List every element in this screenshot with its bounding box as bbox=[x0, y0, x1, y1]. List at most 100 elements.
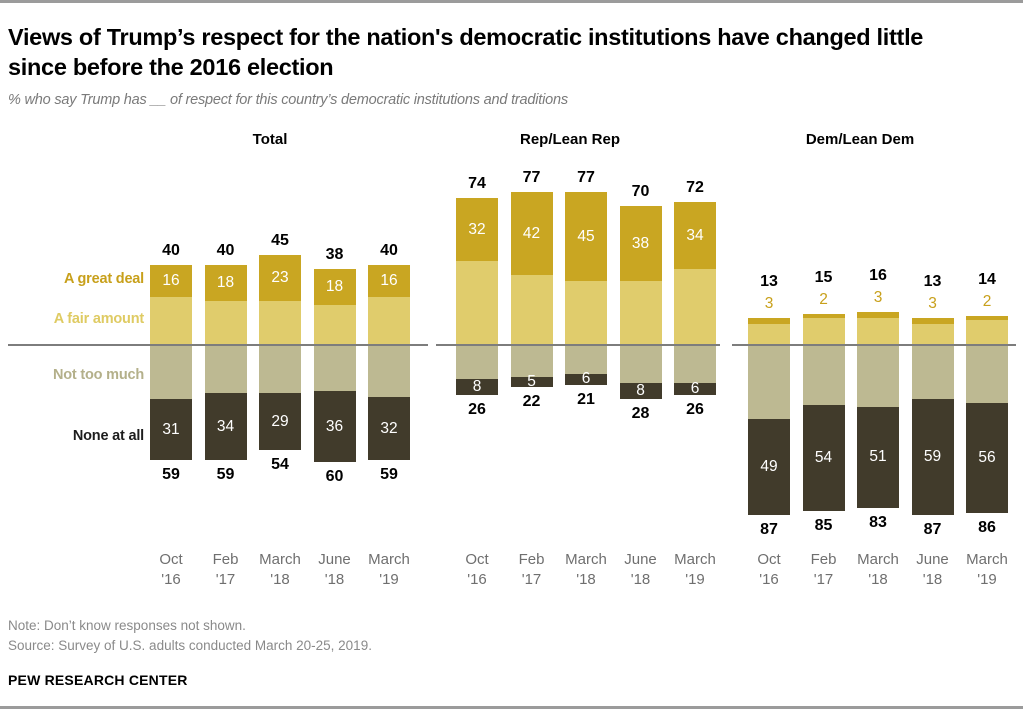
bar-value-great-deal: 42 bbox=[522, 224, 541, 242]
footer-org: PEW RESEARCH CENTER bbox=[8, 672, 188, 688]
bar-value-great-deal: 16 bbox=[162, 271, 180, 289]
bar-total-negative: 26 bbox=[686, 401, 704, 419]
page-title: Views of Trump’s respect for the nation'… bbox=[8, 24, 924, 80]
x-tick-month: March bbox=[857, 551, 899, 568]
bar-total-negative: 22 bbox=[522, 393, 541, 411]
bar-total-negative: 87 bbox=[923, 521, 942, 539]
x-tick-year: '19 bbox=[977, 571, 997, 588]
bar-segment-none-at-all bbox=[150, 399, 192, 461]
bar-segment-great-deal bbox=[259, 255, 301, 301]
bar-total-positive: 13 bbox=[760, 273, 778, 291]
bar-segment-none-at-all bbox=[259, 393, 301, 451]
bar-segment-fair-amount bbox=[966, 320, 1008, 344]
bar-segment-fair-amount bbox=[565, 280, 607, 344]
bar-segment-not-too-much bbox=[510, 344, 553, 378]
bar-segment-great-deal bbox=[619, 206, 662, 281]
x-axis-tick-label: Oct '16 bbox=[737, 550, 801, 590]
x-tick-month: June bbox=[916, 551, 949, 568]
footer-note: Note: Don’t know responses not shown. bbox=[8, 618, 246, 633]
bar-total-positive: 40 bbox=[162, 242, 180, 260]
bar-segment-none-at-all bbox=[456, 379, 498, 396]
bar-segment-not-too-much bbox=[456, 344, 498, 380]
bar-segment-great-deal bbox=[748, 318, 790, 325]
x-tick-year: '19 bbox=[379, 571, 399, 588]
bar-segment-great-deal bbox=[456, 198, 498, 262]
bar-segment-not-too-much bbox=[204, 344, 247, 394]
x-axis-tick-label: Oct '16 bbox=[445, 550, 509, 590]
top-rule bbox=[0, 0, 1023, 3]
bar-segment-fair-amount bbox=[313, 304, 356, 344]
x-tick-year: '16 bbox=[467, 571, 487, 588]
bar-value-none-at-all: 56 bbox=[978, 449, 996, 467]
x-axis-tick-label: June '18 bbox=[609, 550, 673, 590]
bar-segment-not-too-much bbox=[748, 344, 790, 419]
bar-total-positive: 77 bbox=[577, 169, 595, 187]
bar-segment-fair-amount bbox=[259, 300, 301, 344]
x-tick-month: Feb bbox=[212, 551, 239, 568]
bar-segment-none-at-all bbox=[313, 391, 356, 463]
bar-value-great-deal: 3 bbox=[764, 295, 774, 313]
x-tick-month: Feb bbox=[810, 551, 837, 568]
x-tick-year: '18 bbox=[630, 571, 651, 588]
bar-total-positive: 15 bbox=[814, 269, 833, 287]
bar-total-negative: 28 bbox=[631, 405, 650, 423]
bar-segment-great-deal bbox=[510, 192, 553, 276]
bar-segment-great-deal bbox=[911, 318, 954, 325]
bar-segment-fair-amount bbox=[619, 280, 662, 344]
bar-total-negative: 87 bbox=[760, 521, 778, 539]
x-axis-tick-label: March '19 bbox=[955, 550, 1019, 590]
bar-segment-fair-amount bbox=[674, 269, 716, 344]
bar-segment-not-too-much bbox=[150, 344, 192, 400]
bar-value-great-deal: 16 bbox=[380, 271, 398, 289]
bar-segment-not-too-much bbox=[857, 344, 899, 408]
zero-line-rep bbox=[436, 344, 720, 346]
x-axis-tick-label: June '18 bbox=[303, 550, 367, 590]
bar-segment-none-at-all bbox=[619, 383, 662, 400]
bar-total-positive: 74 bbox=[468, 175, 486, 193]
bar-value-great-deal: 2 bbox=[819, 291, 828, 309]
bar-segment-none-at-all bbox=[368, 397, 410, 461]
x-axis-tick-label: March '18 bbox=[554, 550, 618, 590]
x-tick-month: June bbox=[624, 551, 657, 568]
bar-value-great-deal: 23 bbox=[271, 269, 289, 286]
bar-total-negative: 54 bbox=[271, 456, 289, 474]
bar-total-positive: 38 bbox=[325, 246, 344, 264]
bar-total-negative: 59 bbox=[162, 466, 180, 484]
panel-title-total: Total bbox=[252, 131, 288, 148]
x-tick-month: March bbox=[966, 551, 1008, 568]
x-tick-month: March bbox=[259, 551, 301, 568]
bar-total-positive: 40 bbox=[380, 242, 398, 260]
bar-value-great-deal: 2 bbox=[982, 293, 992, 311]
x-tick-year: '18 bbox=[324, 571, 345, 588]
bar-segment-fair-amount bbox=[802, 318, 845, 344]
bar-segment-fair-amount bbox=[748, 324, 790, 344]
x-tick-month: Oct bbox=[465, 551, 489, 568]
x-tick-year: '17 bbox=[813, 571, 834, 588]
bar-total-negative: 59 bbox=[216, 466, 235, 484]
x-tick-year: '18 bbox=[868, 571, 888, 588]
x-tick-month: Oct bbox=[757, 551, 781, 568]
x-tick-year: '18 bbox=[270, 571, 290, 588]
bar-segment-not-too-much bbox=[911, 344, 954, 400]
bar-value-great-deal: 18 bbox=[325, 277, 344, 295]
bar-value-none-at-all: 6 bbox=[581, 370, 591, 388]
bar-total-negative: 85 bbox=[814, 517, 833, 535]
bar-segment-great-deal bbox=[150, 265, 192, 297]
bar-value-none-at-all: 54 bbox=[814, 449, 833, 467]
bar-segment-fair-amount bbox=[456, 261, 498, 344]
bar-value-none-at-all: 51 bbox=[869, 448, 887, 466]
legend-label-fair-amount: A fair amount bbox=[53, 311, 145, 327]
bar-segment-not-too-much bbox=[368, 344, 410, 398]
bar-segment-fair-amount bbox=[911, 324, 954, 344]
bar-total-negative: 59 bbox=[380, 466, 398, 484]
bar-segment-fair-amount bbox=[368, 296, 410, 344]
bar-segment-great-deal bbox=[313, 269, 356, 305]
bar-segment-fair-amount bbox=[204, 300, 247, 344]
bar-segment-none-at-all bbox=[748, 418, 790, 516]
bar-segment-not-too-much bbox=[619, 344, 662, 384]
x-tick-year: '16 bbox=[759, 571, 779, 588]
bar-segment-great-deal bbox=[674, 202, 716, 270]
bar-value-none-at-all: 59 bbox=[923, 448, 942, 466]
legend-label-not-too-much: Not too much bbox=[52, 367, 144, 383]
x-axis-tick-label: March '19 bbox=[357, 550, 421, 590]
